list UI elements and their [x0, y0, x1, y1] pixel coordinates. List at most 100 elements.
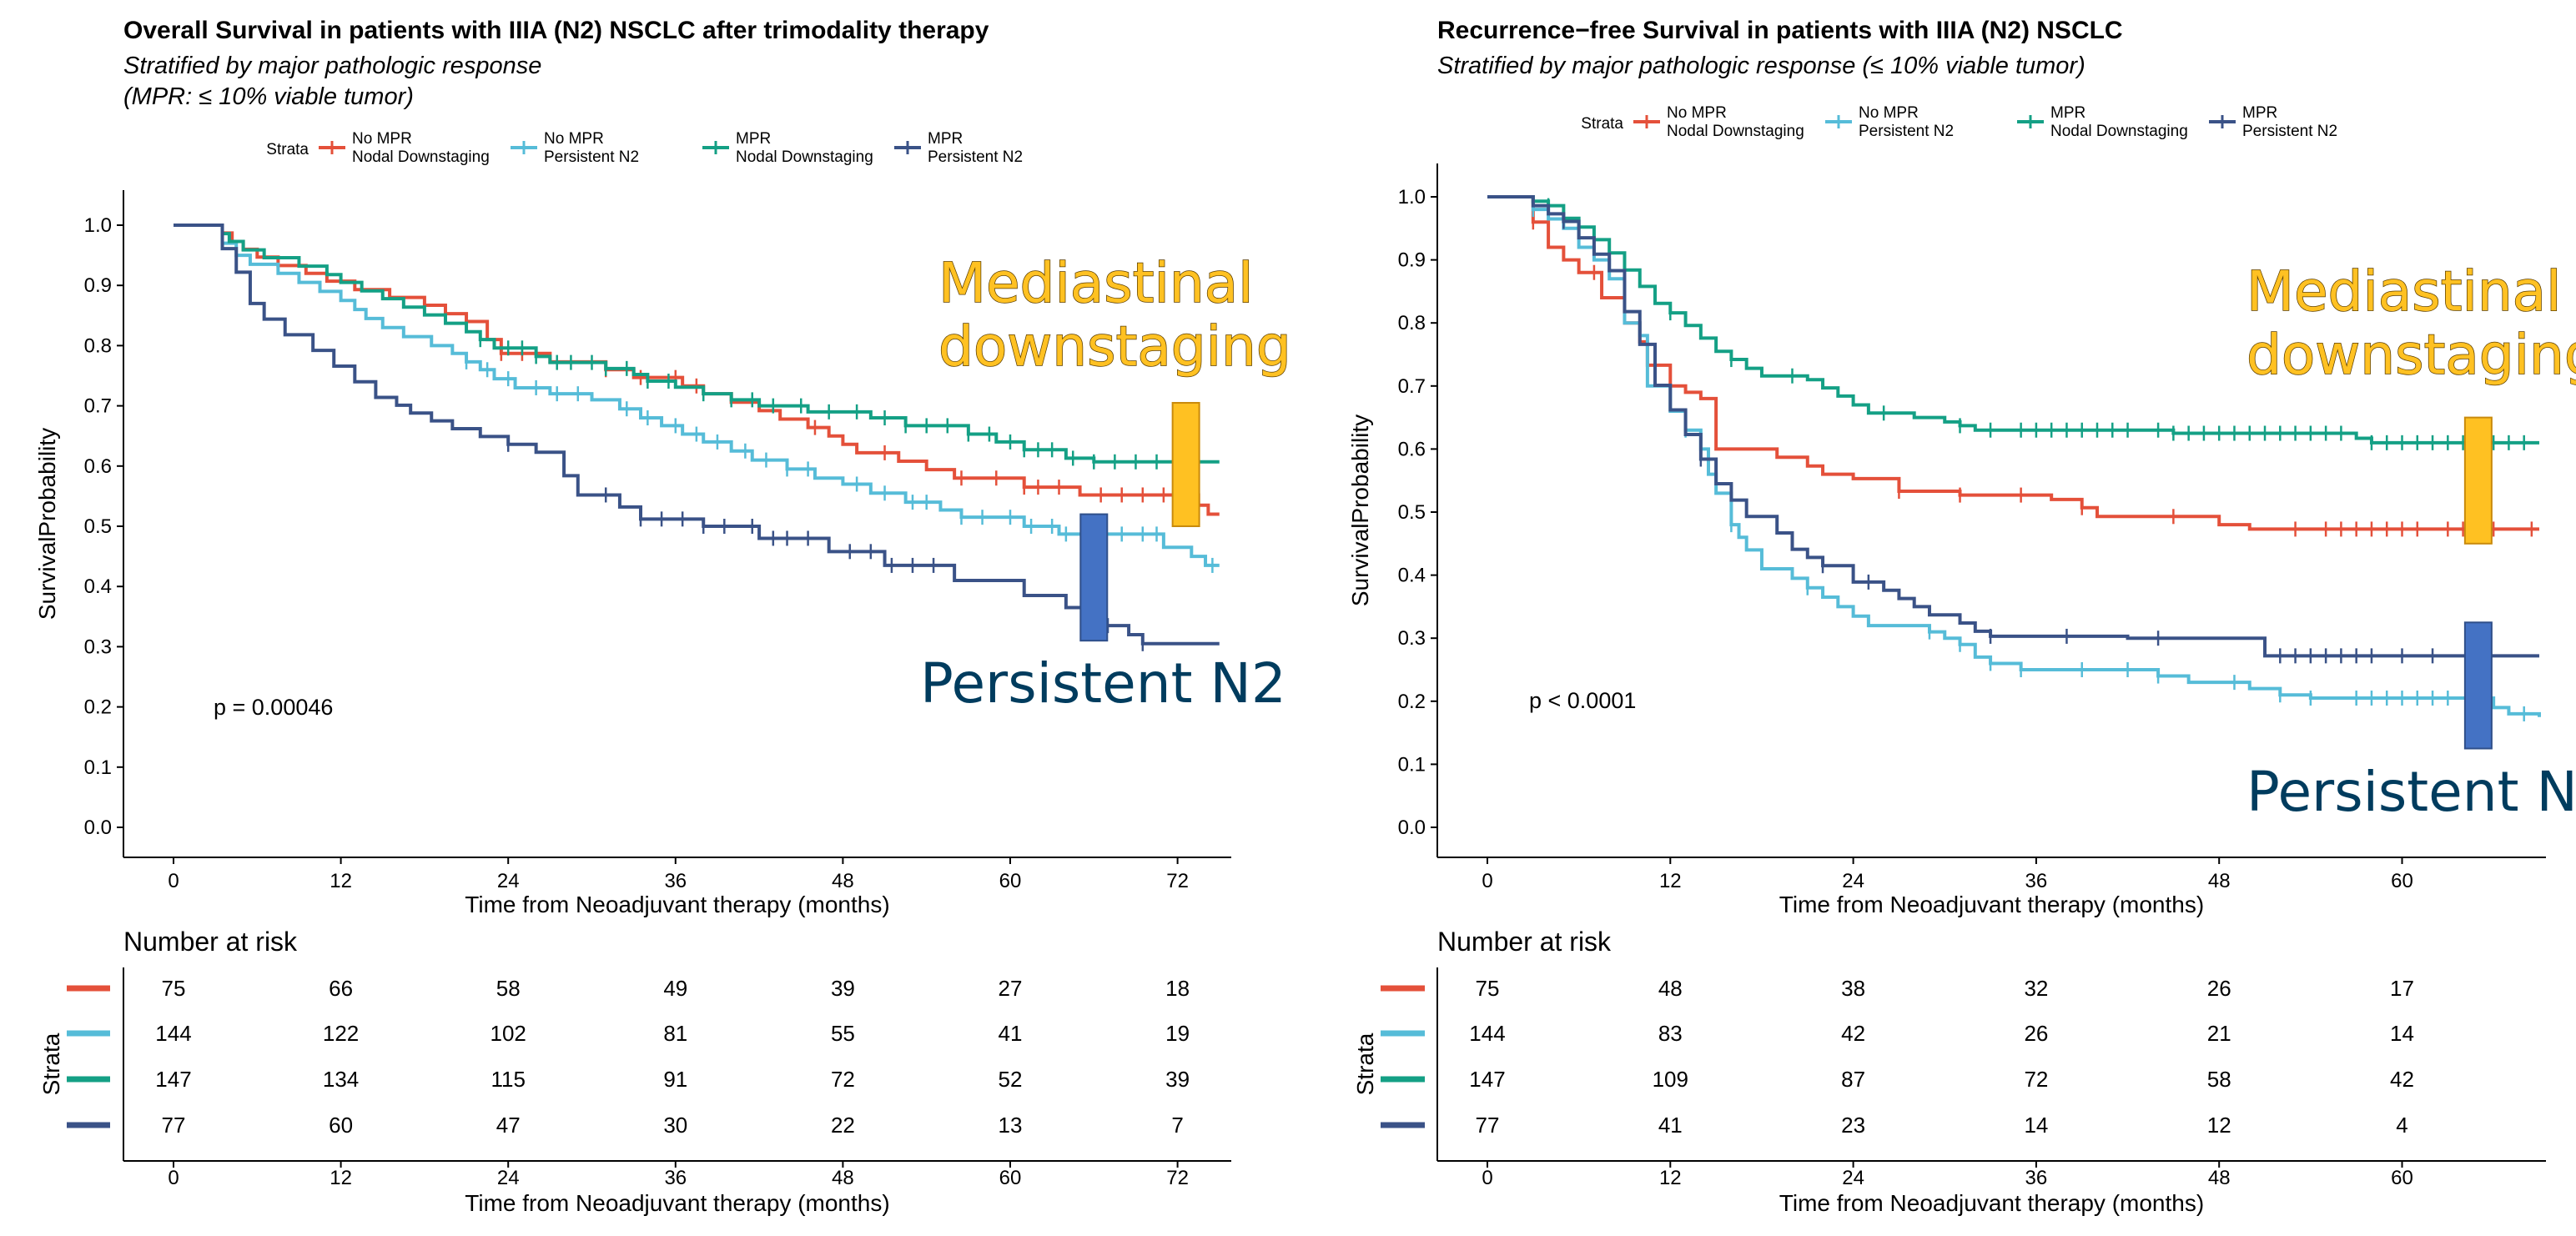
risk-table-cell: 26 [2207, 976, 2231, 1001]
legend-label-line: Persistent N2 [544, 148, 639, 166]
risk-table-cell: 55 [831, 1021, 855, 1046]
x-tick-label: 12 [330, 870, 352, 892]
risk-table-cell: 19 [1165, 1021, 1190, 1046]
chart-subtitle-line: Stratified by major pathologic response … [1437, 53, 2085, 79]
y-tick-label: 0.8 [84, 334, 112, 357]
y-tick-label: 0.5 [84, 515, 112, 538]
risk-table-cell: 49 [663, 976, 687, 1001]
annotation-label: Persistent N2 [920, 651, 1286, 716]
legend-label-line: No MPR [1859, 104, 1919, 122]
y-tick-label: 0.9 [84, 274, 112, 297]
y-tick-label: 0.6 [1398, 438, 1426, 460]
risk-table-cell: 12 [2207, 1113, 2231, 1138]
y-tick-label: 0.3 [84, 636, 112, 658]
risk-table-cell: 13 [999, 1113, 1023, 1138]
legend-label-line: MPR [928, 130, 963, 148]
survival-curves [174, 224, 1220, 651]
annotation-label: Mediastinal [2246, 259, 2561, 324]
annotation-bracket-mark [1171, 401, 1200, 527]
risk-table-cell: 48 [1658, 976, 1683, 1001]
survival-curve-series-0 [1487, 195, 2539, 531]
y-axis-label: SurvivalProbability [34, 428, 60, 620]
risk-table-cell: 30 [663, 1113, 687, 1138]
risk-table-cell: 42 [2390, 1067, 2414, 1092]
y-tick-label: 1.0 [1398, 186, 1426, 209]
risk-table-x-tick-label: 24 [1842, 1167, 1864, 1189]
y-tick-label: 0.8 [1398, 312, 1426, 334]
legend-label-line: MPR [2050, 104, 2085, 122]
legend-label-line: Nodal Downstaging [352, 148, 490, 166]
annotation-label: downstaging [2246, 323, 2576, 387]
risk-table-cell: 23 [1841, 1113, 1865, 1138]
x-tick-label: 60 [999, 870, 1022, 892]
legend-label-line: Persistent N2 [2242, 123, 2337, 140]
x-tick-label: 60 [2391, 870, 2413, 892]
x-tick-label: 0 [1482, 870, 1492, 892]
y-tick-label: 0.4 [1398, 565, 1426, 587]
risk-table-x-tick-label: 72 [1166, 1167, 1189, 1189]
risk-table-y-label: Strata [1352, 1033, 1378, 1095]
risk-table-cell: 77 [162, 1113, 186, 1138]
risk-table-cell: 58 [496, 976, 521, 1001]
risk-table-title: Number at risk [123, 927, 298, 957]
legend-title: Strata [266, 141, 309, 158]
risk-table-cell: 115 [491, 1067, 525, 1092]
chart-title: Recurrence−free Survival in patients wit… [1437, 17, 2123, 44]
annotation-bracket-mark [2463, 416, 2493, 545]
risk-table-cell: 66 [329, 976, 353, 1001]
chart-subtitle-line: (MPR: ≤ 10% viable tumor) [123, 83, 414, 110]
risk-table-title: Number at risk [1437, 927, 1612, 957]
legend-label-line: MPR [2242, 104, 2277, 122]
x-tick-label: 48 [832, 870, 854, 892]
x-tick-label: 0 [168, 870, 179, 892]
legend-label-line: Persistent N2 [928, 148, 1023, 166]
annotation-label: Mediastinal [938, 251, 1253, 315]
chart-title: Overall Survival in patients with IIIA (… [123, 17, 989, 44]
risk-table-cell: 38 [1841, 976, 1865, 1001]
risk-table-cell: 144 [155, 1021, 191, 1046]
y-tick-label: 0.2 [1398, 691, 1426, 713]
annotation-label: downstaging [938, 314, 1291, 379]
risk-table-cell: 14 [2390, 1021, 2414, 1046]
risk-table-cell: 81 [663, 1021, 687, 1046]
legend-label-line: Nodal Downstaging [736, 148, 873, 166]
annotation-bracket-mark [2463, 621, 2493, 750]
risk-table-cell: 41 [999, 1021, 1023, 1046]
risk-table-cell: 144 [1469, 1021, 1505, 1046]
survival-curve-series-1 [1487, 195, 2541, 717]
risk-table-cell: 60 [329, 1113, 353, 1138]
legend-label-line: Nodal Downstaging [1667, 123, 1804, 140]
risk-table-cell: 21 [2207, 1021, 2231, 1046]
annotation-bracket-mark [1079, 513, 1109, 642]
risk-table-cell: 72 [831, 1067, 855, 1092]
x-tick-label: 12 [1659, 870, 1682, 892]
risk-table-x-tick-label: 0 [168, 1167, 179, 1189]
risk-table-cell: 39 [831, 976, 855, 1001]
survival-curve-series-3 [1487, 195, 2539, 658]
y-tick-label: 0.0 [84, 816, 112, 839]
y-tick-label: 0.7 [1398, 375, 1426, 398]
risk-table-x-tick-label: 12 [330, 1167, 352, 1189]
risk-table-cell: 26 [2024, 1021, 2048, 1046]
risk-table-cell: 91 [663, 1067, 687, 1092]
risk-table-cell: 102 [491, 1021, 526, 1046]
risk-table-x-tick-label: 48 [2208, 1167, 2231, 1189]
overall-survival-panel: Overall Survival in patients with IIIA (… [34, 17, 1292, 1216]
risk-table-x-tick-label: 36 [664, 1167, 687, 1189]
recurrence-free-survival-panel: Recurrence−free Survival in patients wit… [1347, 17, 2576, 1216]
legend-label-line: No MPR [352, 130, 412, 148]
annotation-label: Persistent N2 [2246, 760, 2576, 824]
survival-curve-series-1 [174, 224, 1220, 567]
